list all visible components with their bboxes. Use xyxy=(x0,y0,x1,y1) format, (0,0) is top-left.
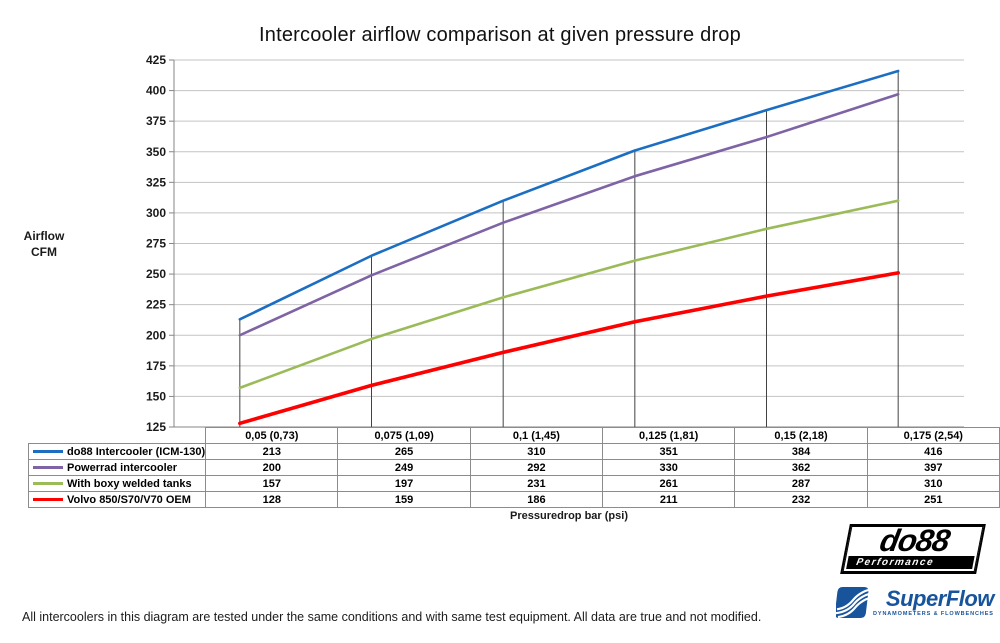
table-value-cell: 397 xyxy=(866,459,1000,476)
x-axis-label-cell: 0,15 (2,18) xyxy=(734,427,868,444)
table-value-cell: 232 xyxy=(734,491,868,508)
table-value-cell: 200 xyxy=(205,459,339,476)
legend-line-swatch xyxy=(33,482,63,485)
x-axis-label-cell: 0,1 (1,45) xyxy=(469,427,604,444)
superflow-logo-text: SuperFlow xyxy=(885,586,994,611)
do88-logo-text: do88 xyxy=(877,526,953,558)
y-tick-label: 175 xyxy=(146,359,166,373)
table-corner-cell xyxy=(29,428,206,444)
table-value-cell: 231 xyxy=(469,475,604,492)
table-value-cell: 128 xyxy=(205,491,339,508)
y-tick-label: 325 xyxy=(146,175,166,189)
table-value-cell: 292 xyxy=(469,459,604,476)
x-axis-label-cell: 0,175 (2,54) xyxy=(866,427,1000,444)
table-value-cell: 287 xyxy=(734,475,868,492)
y-tick-label: 150 xyxy=(146,389,166,403)
y-tick-label: 200 xyxy=(146,328,166,342)
superflow-logo-subtext: DYNAMOMETERS & FLOWBENCHES xyxy=(873,611,994,617)
x-axis-label-cell: 0,075 (1,09) xyxy=(337,427,471,444)
superflow-wave-icon xyxy=(836,587,869,618)
superflow-logo: SuperFlow DYNAMOMETERS & FLOWBENCHES xyxy=(836,587,994,618)
y-tick-label: 225 xyxy=(146,298,166,312)
y-tick-label: 250 xyxy=(146,267,166,281)
legend-line-swatch xyxy=(33,450,63,453)
legend-series-name: Powerrad intercooler xyxy=(67,461,178,474)
series-line-2 xyxy=(238,92,900,337)
legend-series-name: do88 Intercooler (ICM-130) xyxy=(67,445,206,458)
do88-logo-subtext: Performance xyxy=(855,557,936,568)
table-value-cell: 384 xyxy=(734,443,868,460)
legend-line-swatch xyxy=(33,498,63,501)
y-tick-label: 350 xyxy=(146,145,166,159)
table-value-cell: 186 xyxy=(469,491,604,508)
table-value-cell: 330 xyxy=(602,459,736,476)
table-value-cell: 261 xyxy=(602,475,736,492)
table-row: Powerrad intercooler 200 249 292 330 362 397 xyxy=(27,459,1000,476)
table-value-cell: 251 xyxy=(866,491,1000,508)
y-axis-title: Airflow CFM xyxy=(14,229,74,260)
series-line-4 xyxy=(238,271,900,426)
table-row: With boxy welded tanks 157 197 231 261 287 310 xyxy=(27,475,1000,492)
table-value-cell: 157 xyxy=(205,475,339,492)
y-tick-label: 300 xyxy=(146,206,166,220)
table-value-cell: 249 xyxy=(337,459,471,476)
legend-cell: With boxy welded tanks xyxy=(27,475,207,492)
table-value-cell: 310 xyxy=(469,443,604,460)
x-axis-title: Pressuredrop bar (psi) xyxy=(510,510,628,522)
y-tick-label: 375 xyxy=(146,114,166,128)
table-value-cell: 213 xyxy=(205,443,339,460)
series-line-3 xyxy=(238,199,900,390)
y-tick-label: 425 xyxy=(146,53,166,67)
table-value-cell: 197 xyxy=(337,475,471,492)
table-row: Volvo 850/S70/V70 OEM 128 159 186 211 232 251 xyxy=(27,491,1000,508)
chart-title: Intercooler airflow comparison at given … xyxy=(259,24,741,46)
x-axis-label-cell: 0,125 (1,81) xyxy=(602,427,736,444)
footer-note: All intercoolers in this diagram are tes… xyxy=(22,610,762,624)
y-tick-label: 275 xyxy=(146,237,166,251)
table-value-cell: 211 xyxy=(602,491,736,508)
table-value-cell: 159 xyxy=(337,491,471,508)
legend-cell: Volvo 850/S70/V70 OEM xyxy=(27,491,207,508)
y-axis-title-line2: CFM xyxy=(31,244,57,259)
y-tick-label: 125 xyxy=(146,420,166,434)
legend-series-name: With boxy welded tanks xyxy=(67,477,192,490)
table-row: do88 Intercooler (ICM-130) 213 265 310 351 38… xyxy=(27,443,1000,460)
do88-logo: do88 Performance xyxy=(840,524,986,574)
chart-data-table: 0,05 (0,73) 0,075 (1,09) 0,1 (1,45) 0,125 (… xyxy=(27,427,1000,508)
legend-line-swatch xyxy=(33,466,63,469)
series-line-1 xyxy=(238,69,900,321)
x-axis-label-cell: 0,05 (0,73) xyxy=(205,427,339,444)
table-value-cell: 351 xyxy=(602,443,736,460)
table-value-cell: 362 xyxy=(734,459,868,476)
legend-series-name: Volvo 850/S70/V70 OEM xyxy=(67,493,191,506)
table-value-cell: 416 xyxy=(866,443,1000,460)
y-axis-title-line1: Airflow xyxy=(23,229,65,243)
y-tick-label: 400 xyxy=(146,84,166,98)
table-value-cell: 310 xyxy=(866,475,1000,492)
table-value-cell: 265 xyxy=(337,443,471,460)
legend-cell: Powerrad intercooler xyxy=(27,459,207,476)
legend-cell: do88 Intercooler (ICM-130) xyxy=(27,443,207,460)
